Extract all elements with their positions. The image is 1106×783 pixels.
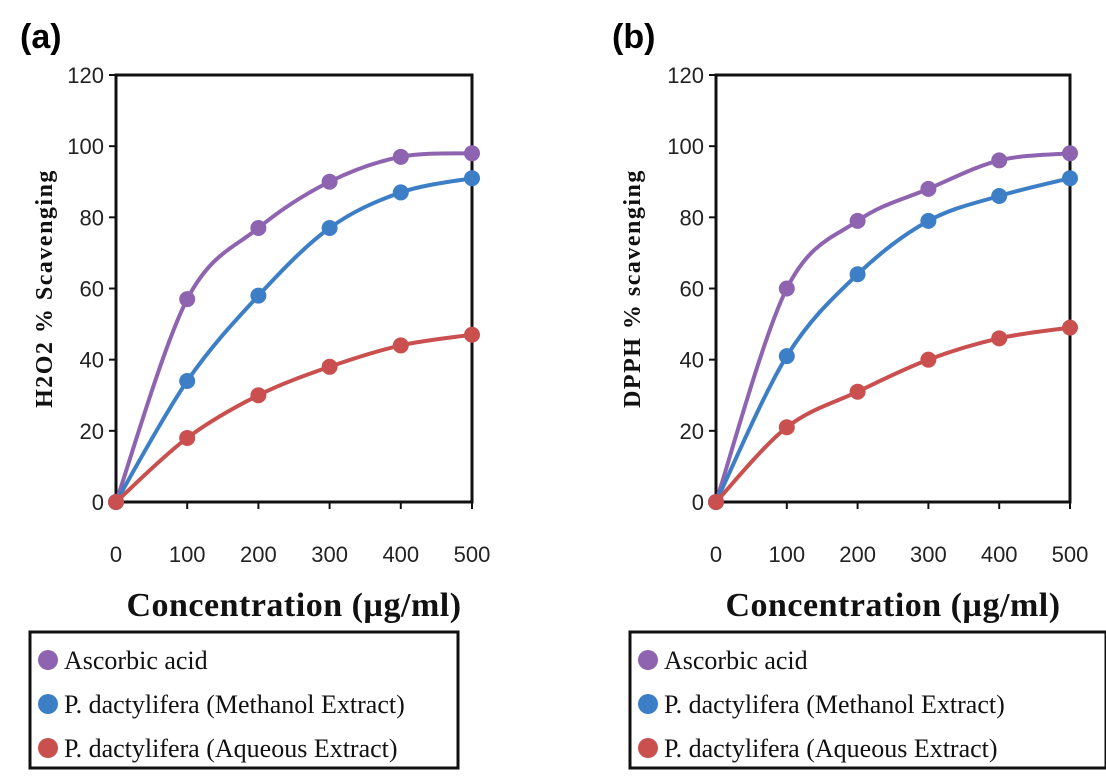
chart1-panel-label: (a) (20, 18, 62, 56)
chart2-series-1-point (991, 152, 1008, 169)
chart2-y-tick-label: 80 (680, 205, 704, 230)
chart2-series-3-point (920, 351, 937, 368)
chart1-y-tick-label: 120 (67, 63, 104, 88)
chart2-y-axis-label: DPPH % scavenging (620, 169, 646, 408)
chart2-legend-box (628, 630, 1106, 770)
chart2-x-tick-label: 500 (1052, 542, 1089, 567)
chart2-series-1-point (1062, 145, 1078, 162)
chart1-series-line-1 (114, 151, 473, 503)
chart1-series-2-point (179, 373, 196, 390)
chart2-series-line-3 (714, 325, 1071, 504)
chart2-series-2-point (1062, 170, 1078, 187)
chart2-series-1-point (778, 280, 795, 297)
chart2-legend-marker-1 (638, 650, 658, 670)
chart1-legend-entry: P. dactylifera (Aqueous Extract) (64, 734, 398, 763)
chart2-series-1-point (920, 180, 937, 197)
chart1-x-tick-label: 0 (110, 542, 122, 567)
chart1-series-1-point (250, 220, 267, 237)
chart2-x-tick-label: 100 (768, 542, 805, 567)
chart2-x-tick-label: 0 (710, 542, 722, 567)
chart1-series-3-point (392, 337, 409, 354)
chart2-series-3-point (1062, 319, 1078, 336)
chart1-x-tick-label: 100 (169, 542, 206, 567)
chart1-y-tick-label: 40 (80, 348, 104, 373)
chart2-x-tick-label: 400 (981, 542, 1018, 567)
chart1-y-tick-label: 20 (80, 419, 104, 444)
chart1-series-1-point (392, 148, 409, 165)
chart1-legend-marker-3 (38, 738, 58, 758)
chart2-legend-entry: Ascorbic acid (664, 646, 808, 675)
chart1-y-tick-label: 100 (67, 134, 104, 159)
chart1-x-tick-label: 300 (311, 542, 348, 567)
chart1-series-1-point (464, 145, 480, 162)
chart2-x-tick-label: 200 (839, 542, 876, 567)
chart1-y-tick-label: 60 (80, 277, 104, 302)
chart2-series-2-point (991, 187, 1008, 204)
chart1-plot-frame (114, 73, 474, 504)
chart2-series-3-point (708, 494, 724, 510)
chart1-series-2-point (464, 170, 480, 187)
chart1-legend-entry: P. dactylifera (Methanol Extract) (64, 690, 405, 719)
chart2-legend-marker-3 (638, 738, 658, 758)
chart1-y-tick-label: 80 (80, 205, 104, 230)
chart1-x-tick-label: 400 (382, 542, 419, 567)
chart1-series-3-point (321, 358, 338, 375)
chart2-series-2-point (920, 212, 937, 229)
chart1-y-tick-label: 0 (92, 490, 104, 515)
chart1-x-tick-label: 200 (240, 542, 277, 567)
chart2-legend-marker-2 (638, 694, 658, 714)
chart1-legend-entry: Ascorbic acid (64, 646, 208, 675)
chart1-series-2-point (392, 184, 409, 201)
chart1-series-2-point (250, 287, 267, 304)
chart1-y-axis-label: H2O2 % Scavenging (32, 169, 58, 408)
chart1-x-tick-label: 500 (454, 542, 491, 567)
chart2-y-tick-label: 120 (667, 63, 704, 88)
chart1-legend-marker-1 (38, 650, 58, 670)
chart1-series-3-point (250, 387, 267, 404)
chart1-legend-marker-2 (38, 694, 58, 714)
chart1-x-axis-label: Concentration (µg/ml) (126, 587, 461, 624)
chart1-series-2-point (321, 220, 338, 237)
chart2-series-2-point (849, 266, 866, 283)
chart2-y-tick-label: 100 (667, 134, 704, 159)
chart1-series-1-point (321, 173, 338, 190)
chart2-y-tick-label: 0 (692, 490, 704, 515)
chart2-x-axis-label: Concentration (µg/ml) (725, 587, 1060, 624)
chart2-series-line-2 (714, 176, 1071, 503)
chart2-series-line-1 (714, 151, 1071, 503)
chart2-series-3-point (991, 330, 1008, 347)
chart1-series-line-3 (114, 332, 473, 504)
chart2-y-tick-label: 20 (680, 419, 704, 444)
chart2-legend-entry: P. dactylifera (Methanol Extract) (664, 690, 1005, 719)
chart2-y-tick-label: 40 (680, 348, 704, 373)
chart1-series-3-point (464, 326, 480, 343)
chart2-series-2-point (778, 348, 795, 365)
chart2-series-3-point (778, 419, 795, 436)
chart1-legend-box (28, 630, 460, 770)
chart2-panel-label: (b) (612, 18, 655, 56)
chart2-legend-entry: P. dactylifera (Aqueous Extract) (664, 734, 998, 763)
chart1-series-3-point (179, 429, 196, 446)
chart2-x-tick-label: 300 (910, 542, 947, 567)
chart2-series-1-point (849, 212, 866, 229)
chart2-series-3-point (849, 383, 866, 400)
chart2-plot-frame (714, 73, 1072, 504)
chart2-y-tick-label: 60 (680, 277, 704, 302)
chart1-series-1-point (179, 291, 196, 308)
chart1-series-3-point (108, 494, 124, 510)
